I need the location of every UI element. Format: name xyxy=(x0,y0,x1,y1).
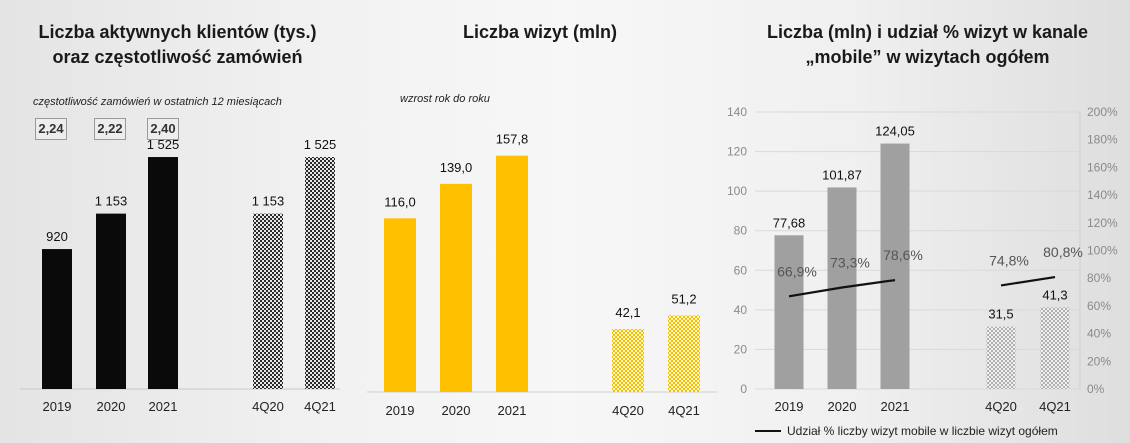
mobile-value-label-4q20: 31,5 xyxy=(988,307,1013,322)
mobile-share-label-2019: 66,9% xyxy=(777,263,817,279)
mobile-share-label-2020: 73,3% xyxy=(830,254,870,270)
visits-value-label-2020: 139,0 xyxy=(440,160,473,175)
mobile-left-tick-20: 20 xyxy=(734,342,748,356)
mobile-value-label-4q21: 41,3 xyxy=(1042,287,1067,302)
mobile-title-line1: Liczba (mln) i udział % wizyt w kanale xyxy=(766,22,1089,42)
mobile-left-tick-140: 140 xyxy=(727,105,747,119)
mobile-value-label-2019: 77,68 xyxy=(773,215,806,230)
mobile-right-tick-80-: 80% xyxy=(1087,271,1111,285)
visits-value-label-2021: 157,8 xyxy=(496,132,529,147)
mobile-left-tick-100: 100 xyxy=(727,184,747,198)
mobile-share-line-quarterly xyxy=(1000,276,1056,287)
visits-x-tick-2020: 2020 xyxy=(442,403,471,418)
mobile-right-tick-40-: 40% xyxy=(1087,327,1111,341)
mobile-share-label-4q21: 80,8% xyxy=(1043,244,1083,260)
visits-bar-chart: 116,0 2019 139,0 2020 157,8 2021 42,1 4Q20 51,2 4… xyxy=(367,132,717,418)
mobile-share-label-4q20: 74,8% xyxy=(989,252,1029,268)
mobile-x-tick-4q20: 4Q20 xyxy=(985,399,1017,414)
customers-x-tick-4q20: 4Q20 xyxy=(252,399,284,414)
customers-value-label-2019: 920 xyxy=(46,229,68,244)
mobile-right-tick-120-: 120% xyxy=(1087,216,1118,230)
mobile-share-legend: Udział % liczby wizyt mobile w liczbie w… xyxy=(755,424,1058,438)
visits-x-tick-2019: 2019 xyxy=(386,403,415,418)
mobile-bar-2019 xyxy=(774,235,804,389)
mobile-right-tick-100-: 100% xyxy=(1087,244,1118,258)
legend-line-swatch xyxy=(755,430,781,432)
visits-bar-2019 xyxy=(384,218,416,392)
mobile-combo-chart: 0 20 40 60 80 100 120 140 0% 20% 40% 60% 80% 100% 120%… xyxy=(727,105,1118,414)
customers-bar-4q21 xyxy=(305,157,335,389)
customers-bar-chart: 920 2019 1 153 2020 1 525 2021 1 153 4Q20 1 525 4… xyxy=(20,137,340,414)
visits-bar-2021 xyxy=(496,155,528,392)
mobile-left-tick-40: 40 xyxy=(734,303,748,317)
mobile-right-tick-160-: 160% xyxy=(1087,160,1118,174)
mobile-x-tick-2021: 2021 xyxy=(881,399,910,414)
mobile-x-tick-4q21: 4Q21 xyxy=(1039,399,1071,414)
customers-x-tick-2020: 2020 xyxy=(97,399,126,414)
customers-bar-2020 xyxy=(96,213,126,389)
mobile-x-tick-2020: 2020 xyxy=(828,399,857,414)
frequency-subtitle: częstotliwość zamówień w ostatnich 12 mi… xyxy=(33,96,282,108)
customers-value-label-2021: 1 525 xyxy=(147,137,180,152)
visits-bar-4q21 xyxy=(668,315,700,392)
visits-value-label-4q21: 51,2 xyxy=(671,291,696,306)
mobile-chart-title: Liczba (mln) i udział % wizyt w kanale „… xyxy=(725,20,1130,70)
mobile-bar-2021 xyxy=(880,143,910,389)
customers-x-tick-4q21: 4Q21 xyxy=(304,399,336,414)
mobile-panel: Liczba (mln) i udział % wizyt w kanale „… xyxy=(725,0,1130,443)
customers-x-tick-2021: 2021 xyxy=(149,399,178,414)
visits-x-tick-4q20: 4Q20 xyxy=(612,403,644,418)
customers-value-label-2020: 1 153 xyxy=(95,194,128,209)
mobile-share-label-2021: 78,6% xyxy=(883,247,923,263)
visits-bar-4q20 xyxy=(612,328,644,392)
customers-bar-4q20 xyxy=(253,213,283,389)
mobile-bar-4q20 xyxy=(986,326,1016,389)
mobile-right-tick-180-: 180% xyxy=(1087,133,1118,147)
customers-value-label-4q21: 1 525 xyxy=(304,137,337,152)
mobile-right-tick-0-: 0% xyxy=(1087,382,1105,396)
visits-value-label-2019: 116,0 xyxy=(384,194,416,209)
mobile-right-tick-140-: 140% xyxy=(1087,188,1118,202)
mobile-left-tick-60: 60 xyxy=(734,263,748,277)
visits-x-tick-2021: 2021 xyxy=(498,403,527,418)
customers-panel: Liczba aktywnych klientów (tys.) oraz cz… xyxy=(0,0,355,443)
customers-bar-2019 xyxy=(42,249,72,389)
mobile-share-line-annual xyxy=(788,279,896,298)
mobile-left-tick-0: 0 xyxy=(740,382,747,396)
legend-label: Udział % liczby wizyt mobile w liczbie w… xyxy=(787,424,1058,438)
frequency-box-2019: 2,24 xyxy=(35,118,67,140)
visits-panel: Liczba wizyt (mln) wzrost rok do roku 11… xyxy=(355,0,725,443)
mobile-x-tick-2019: 2019 xyxy=(775,399,804,414)
visits-bar-2020 xyxy=(440,183,472,392)
customers-title-line1: Liczba aktywnych klientów (tys.) xyxy=(38,22,317,42)
visits-value-label-4q20: 42,1 xyxy=(615,305,640,320)
visits-x-tick-4q21: 4Q21 xyxy=(668,403,700,418)
growth-subtitle: wzrost rok do roku xyxy=(400,93,490,105)
frequency-box-2021: 2,40 xyxy=(147,118,179,140)
mobile-left-tick-80: 80 xyxy=(734,224,748,238)
mobile-title-line2: „mobile” w wizytach ogółem xyxy=(805,47,1050,67)
mobile-right-tick-60-: 60% xyxy=(1087,299,1111,313)
customers-chart-title: Liczba aktywnych klientów (tys.) oraz cz… xyxy=(0,20,355,70)
customers-bar-2021 xyxy=(148,157,178,389)
mobile-right-tick-200-: 200% xyxy=(1087,105,1118,119)
customers-value-label-4q20: 1 153 xyxy=(252,194,285,209)
mobile-value-label-2020: 101,87 xyxy=(822,167,862,182)
mobile-value-label-2021: 124,05 xyxy=(875,124,915,139)
customers-x-tick-2019: 2019 xyxy=(43,399,72,414)
frequency-box-2020: 2,22 xyxy=(94,118,126,140)
visits-chart-title: Liczba wizyt (mln) xyxy=(462,22,617,42)
customers-title-line2: oraz częstotliwość zamówień xyxy=(52,47,303,67)
mobile-bar-4q21 xyxy=(1040,307,1070,389)
mobile-right-tick-20-: 20% xyxy=(1087,354,1111,368)
mobile-left-tick-120: 120 xyxy=(727,145,747,159)
